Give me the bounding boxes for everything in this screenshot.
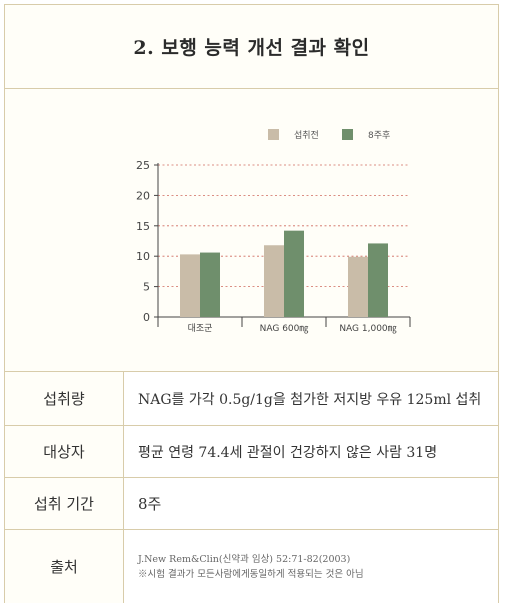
dosage-value: NAG를 가각 0.5g/1g을 첨가한 저지방 우유 125ml 섭취 (124, 372, 498, 425)
period-value: 8주 (124, 478, 498, 529)
y-tick-label: 0 (143, 311, 150, 324)
source-value: J.New Rem&Clin(신약과 임상) 52:71-82(2003) ※시… (124, 530, 498, 603)
bar-before (180, 254, 200, 317)
subjects-label: 대상자 (5, 426, 124, 477)
x-category-label: NAG 1,000㎎ (339, 324, 396, 334)
legend-label: 8주후 (368, 130, 390, 141)
legend-swatch (268, 129, 279, 140)
bar-after (284, 230, 304, 317)
y-tick-label: 5 (143, 281, 150, 294)
legend-swatch (342, 129, 353, 140)
dosage-row: 섭취량 NAG를 가각 0.5g/1g을 첨가한 저지방 우유 125ml 섭취 (5, 372, 498, 426)
source-row: 출처 J.New Rem&Clin(신약과 임상) 52:71-82(2003)… (5, 530, 498, 603)
bar-after (200, 252, 220, 317)
x-category-label: 대조군 (188, 323, 213, 334)
subjects-row: 대상자 평균 연령 74.4세 관절이 건강하지 않은 사람 31명 (5, 426, 498, 478)
info-card: 2. 보행 능력 개선 결과 확인 0 5 10 15 20 25 대조군 NAG 600㎎ N… (4, 4, 499, 603)
source-disclaimer: ※시험 결과가 모든사람에게동일하게 적용되는 것은 아님 (138, 568, 364, 580)
source-label: 출처 (5, 530, 124, 603)
x-category-label: NAG 600㎎ (260, 324, 309, 334)
period-row: 섭취 기간 8주 (5, 478, 498, 530)
bar-before (348, 256, 368, 317)
dosage-label: 섭취량 (5, 372, 124, 425)
bar-before (264, 245, 284, 317)
page-title: 2. 보행 능력 개선 결과 확인 (133, 37, 370, 59)
y-tick-label: 20 (136, 189, 150, 202)
title-bar: 2. 보행 능력 개선 결과 확인 (5, 5, 498, 89)
subjects-value: 평균 연령 74.4세 관절이 건강하지 않은 사람 31명 (124, 426, 498, 477)
chart-area: 0 5 10 15 20 25 대조군 NAG 600㎎ NAG 1,000㎎ 섭취전 8주후 (5, 89, 498, 372)
period-label: 섭취 기간 (5, 478, 124, 529)
bar-after (368, 243, 388, 317)
y-tick-label: 10 (136, 250, 150, 263)
legend-label: 섭취전 (294, 130, 319, 141)
bar-chart: 0 5 10 15 20 25 대조군 NAG 600㎎ NAG 1,000㎎ 섭취전 8주후 (136, 129, 411, 334)
y-tick-label: 25 (136, 159, 150, 172)
source-citation: J.New Rem&Clin(신약과 임상) 52:71-82(2003) (138, 553, 351, 565)
y-tick-label: 15 (136, 220, 150, 233)
